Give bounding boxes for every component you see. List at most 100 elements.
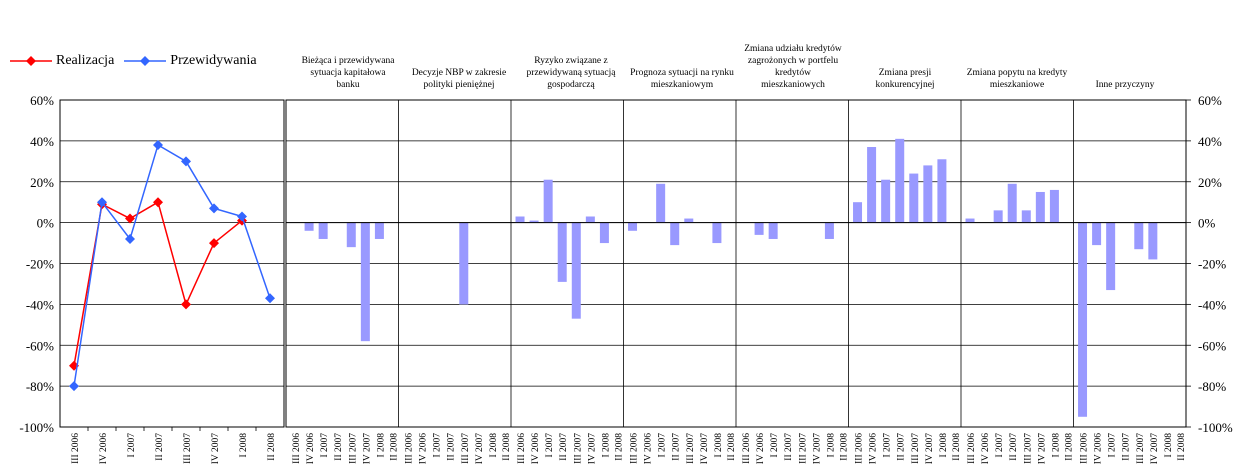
x-tick-label-bar: III 2006	[855, 433, 865, 464]
x-tick-label-bar: I 2007	[658, 433, 668, 458]
series-point-przewidywania	[265, 293, 275, 304]
x-tick-label-bar: III 2006	[967, 433, 977, 464]
series-point-przewidywania	[69, 381, 79, 392]
x-tick-label-bar: I 2007	[995, 433, 1005, 458]
x-tick-label-bar: II 2007	[672, 433, 682, 461]
series-line-przewidywania	[73, 143, 271, 387]
x-tick-label-bar: I 2008	[489, 433, 499, 458]
bar-panel-7-7	[1049, 189, 1059, 223]
panel-title-8: Inne przyczyny	[1095, 80, 1155, 90]
series-point-przewidywania	[237, 211, 247, 222]
panel-title-1: Bieżąca i przewidywana sytuacja kapitało…	[301, 56, 395, 90]
x-tick-label-bar: IV 2006	[981, 433, 991, 464]
x-tick-label-bar: I 2008	[714, 433, 724, 458]
y-tick-label-left: -100%	[19, 420, 54, 435]
legend-marker-przewidywania	[124, 56, 167, 66]
x-tick-label-bar: I 2008	[1164, 433, 1174, 458]
bar-panel-1-6	[360, 222, 370, 342]
x-tick-label-bar: I 2007	[770, 433, 780, 458]
x-tick-label-bar: III 2007	[798, 433, 808, 464]
x-tick-label-bar: IV 2006	[1094, 433, 1104, 464]
bar-panel-2-5	[459, 222, 469, 305]
bar-panel-6-4	[895, 138, 905, 223]
bar-panel-3-2	[529, 220, 539, 223]
y-tick-label-right: 0%	[1198, 216, 1216, 231]
x-tick-label-bar: IV 2006	[531, 433, 541, 464]
legend-item-realizacja: Realizacja	[10, 53, 114, 69]
y-tick-label-right: -40%	[1198, 297, 1226, 312]
panel-title-2: Decyzje NBP w zakresie polityki pieniężn…	[411, 68, 507, 90]
bar-panel-6-6	[923, 165, 933, 223]
y-tick-label-right: -60%	[1198, 338, 1226, 353]
x-tick-label-bar: III 2007	[911, 433, 921, 464]
bar-panel-5-7	[824, 222, 834, 239]
x-tick-label-bar: IV 2007	[1037, 433, 1047, 464]
y-tick-label-right: -100%	[1198, 420, 1233, 435]
bar-panel-6-1	[853, 202, 863, 223]
bar-panel-6-7	[937, 159, 947, 223]
x-tick-label-bar: IV 2006	[419, 433, 429, 464]
bar-panel-1-2	[304, 222, 314, 231]
x-tick-label-bar: IV 2006	[306, 433, 316, 464]
bar-panel-7-5	[1021, 210, 1031, 223]
x-tick-label-line: II 2007	[155, 433, 165, 461]
x-tick-label-bar: IV 2007	[812, 433, 822, 464]
x-tick-label-bar: II 2007	[559, 433, 569, 461]
bar-panel-3-3	[543, 179, 553, 223]
x-tick-label-bar: II 2008	[389, 433, 399, 461]
y-tick-label-left: 20%	[30, 175, 54, 190]
y-tick-label-right: -80%	[1198, 379, 1226, 394]
bar-panel-1-5	[346, 222, 356, 248]
y-tick-label-left: 60%	[30, 93, 54, 108]
panel-title-5: Zmiana udziału kredytów zagrożonych w po…	[744, 44, 842, 90]
x-tick-label-bar: III 2006	[742, 433, 752, 464]
x-tick-label-line: III 2006	[71, 433, 81, 464]
x-tick-label-bar: III 2007	[348, 433, 358, 464]
x-tick-label-bar: II 2007	[447, 433, 457, 461]
x-tick-label-bar: III 2007	[1136, 433, 1146, 464]
x-tick-label-bar: I 2007	[545, 433, 555, 458]
bar-panel-8-3	[1106, 222, 1116, 291]
y-tick-label-right: 60%	[1198, 93, 1222, 108]
x-tick-label-bar: IV 2007	[1150, 433, 1160, 464]
x-tick-label-bar: I 2007	[1108, 433, 1118, 458]
y-tick-label-right: 20%	[1198, 175, 1222, 190]
x-tick-label-bar: IV 2006	[756, 433, 766, 464]
x-tick-label-bar: III 2007	[1023, 433, 1033, 464]
bar-panel-5-3	[768, 222, 778, 239]
x-tick-label-bar: II 2008	[727, 433, 737, 461]
legend: Realizacja Przewidywania	[10, 51, 267, 71]
x-tick-label-bar: I 2008	[939, 433, 949, 458]
x-tick-label-bar: III 2007	[686, 433, 696, 464]
bar-panel-8-6	[1148, 222, 1158, 260]
series-point-przewidywania	[153, 139, 163, 150]
bar-panel-8-1	[1078, 222, 1088, 417]
y-tick-label-right: -20%	[1198, 257, 1226, 272]
x-tick-label-bar: II 2007	[334, 433, 344, 461]
x-tick-label-bar: IV 2006	[644, 433, 654, 464]
y-tick-label-left: 40%	[30, 134, 54, 149]
panel-title-6: Zmiana presji konkurencyjnej	[875, 68, 935, 90]
x-tick-label-bar: II 2008	[839, 433, 849, 461]
legend-marker-realizacja	[10, 56, 52, 66]
bar-panel-3-5	[571, 222, 581, 319]
bar-panel-6-3	[881, 179, 891, 223]
x-tick-label-bar: IV 2007	[587, 433, 597, 464]
series-point-przewidywania	[97, 197, 107, 208]
x-tick-label-bar: IV 2007	[700, 433, 710, 464]
x-tick-label-bar: I 2007	[320, 433, 330, 458]
bar-panel-4-1	[628, 222, 638, 231]
x-tick-label-line: I 2008	[239, 433, 249, 458]
bar-panel-5-2	[754, 222, 764, 235]
x-tick-label-bar: I 2008	[601, 433, 611, 458]
x-tick-label-line: IV 2007	[211, 433, 221, 464]
bar-panel-7-3	[993, 210, 1003, 223]
bar-panel-7-6	[1035, 191, 1045, 223]
bar-panel-7-1	[965, 218, 975, 223]
x-tick-label-bar: III 2007	[573, 433, 583, 464]
bar-panel-3-4	[557, 222, 567, 282]
x-tick-label-bar: III 2006	[517, 433, 527, 464]
bar-panel-8-5	[1134, 222, 1144, 250]
y-tick-label-right: 40%	[1198, 134, 1222, 149]
